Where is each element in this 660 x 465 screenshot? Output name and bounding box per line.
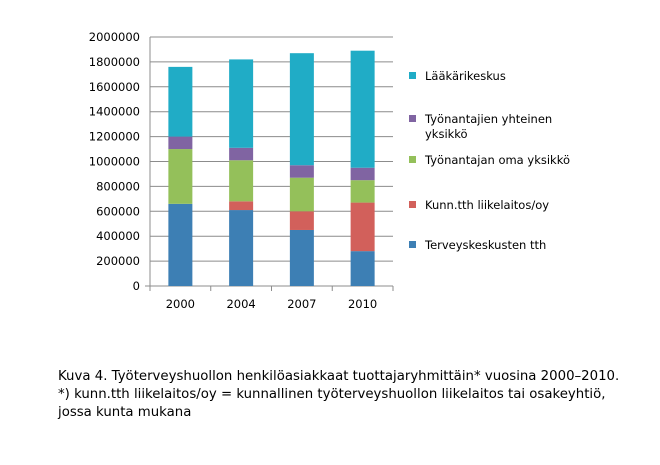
legend-label: Lääkärikeskus [425, 69, 506, 83]
x-tick-label: 2000 [166, 297, 195, 311]
bar-segment [350, 50, 375, 168]
bar-segment [229, 210, 254, 286]
bar-segment [350, 202, 375, 252]
y-tick-label: 0 [133, 279, 140, 293]
bar-segment [350, 180, 375, 203]
caption-line-3: jossa kunta mukana [58, 405, 192, 420]
bar-segment [229, 59, 254, 148]
y-tick-label: 1000000 [89, 155, 140, 169]
bars [168, 50, 375, 286]
legend-swatch [409, 201, 416, 208]
figure-caption: Kuva 4. Työterveyshuollon henkilöasiakka… [58, 368, 648, 422]
caption-line-2: *) kunn.tth liikelaitos/oy = kunnallinen… [58, 387, 606, 402]
x-tick-labels: 2000 2004 2007 2010 [166, 297, 378, 311]
y-tick-label: 600000 [96, 204, 140, 218]
legend-label: Työnantajien yhteinen [424, 112, 552, 126]
legend-label: yksikkö [425, 127, 468, 141]
y-tick-label: 400000 [96, 229, 140, 243]
legend-swatch [409, 115, 416, 122]
x-tick-label: 2004 [226, 297, 255, 311]
legend: Lääkärikeskus Työnantajien yhteinenyksikk… [409, 69, 570, 252]
bar-segment [350, 167, 375, 181]
bar-segment [229, 147, 254, 161]
bar-segment [289, 53, 314, 166]
bar-segment [350, 251, 375, 286]
legend-swatch [409, 156, 416, 163]
y-tick-label: 1800000 [89, 55, 140, 69]
legend-swatch [409, 241, 416, 248]
x-tick-label: 2010 [348, 297, 377, 311]
bar-segment [289, 229, 314, 286]
bar-segment [289, 177, 314, 212]
legend-label: Kunn.tth liikelaitos/oy [425, 198, 549, 212]
y-tick-label: 800000 [96, 179, 140, 193]
y-tick-label: 200000 [96, 254, 140, 268]
x-tick-label: 2007 [287, 297, 316, 311]
y-tick-label: 2000000 [89, 30, 140, 44]
bar-segment [168, 136, 193, 150]
legend-label: Työnantajan oma yksikkö [424, 153, 570, 167]
bar-segment [289, 211, 314, 230]
y-tick-label: 1400000 [89, 105, 140, 119]
y-tick-label: 1200000 [89, 130, 140, 144]
stacked-bar-chart: 0 200000 400000 600000 800000 1000000 1200000 1… [89, 30, 570, 311]
bar-segment [168, 66, 193, 137]
bar-segment [229, 201, 254, 211]
bar-segment [168, 203, 193, 286]
bar-segment [289, 165, 314, 178]
y-tick-label: 1600000 [89, 80, 140, 94]
legend-swatch [409, 72, 416, 79]
y-tick-labels: 0 200000 400000 600000 800000 1000000 1200000 1… [89, 30, 140, 293]
bar-segment [229, 160, 254, 202]
bar-segment [168, 149, 193, 204]
caption-line-1: Kuva 4. Työterveyshuollon henkilöasiakka… [58, 369, 620, 384]
legend-label: Terveyskeskusten tth [424, 238, 546, 252]
